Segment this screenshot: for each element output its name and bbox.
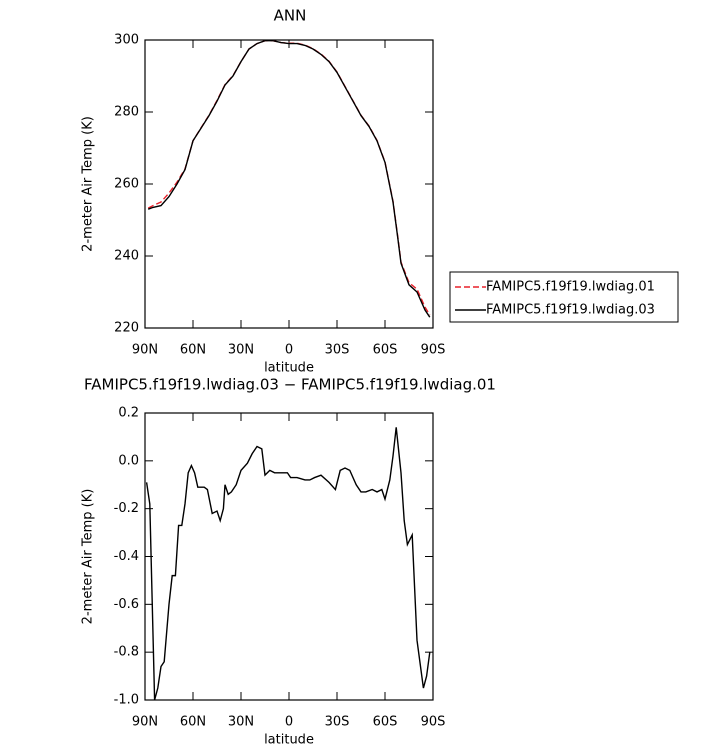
y-tick-label: -1.0 bbox=[114, 693, 139, 708]
plot-frame bbox=[144, 412, 434, 701]
x-tick-label: 90N bbox=[132, 343, 158, 358]
y-tick-label: -0.4 bbox=[114, 549, 139, 564]
x-tick-label: 0 bbox=[285, 343, 293, 358]
y-tick-label: -0.2 bbox=[114, 501, 139, 516]
x-tick-label: 90S bbox=[421, 715, 446, 730]
y-axis-label: 2-meter Air Temp (K) bbox=[81, 489, 96, 625]
chart-title: FAMIPC5.f19f19.lwdiag.03 − FAMIPC5.f19f1… bbox=[84, 376, 496, 394]
chart-title: ANN bbox=[274, 7, 307, 25]
y-tick-label: 0.0 bbox=[118, 453, 139, 468]
x-axis-label: latitude bbox=[264, 733, 314, 748]
x-tick-label: 90N bbox=[132, 715, 158, 730]
y-tick-label: -0.8 bbox=[114, 645, 139, 660]
x-tick-label: 30N bbox=[228, 715, 254, 730]
legend-box bbox=[449, 271, 679, 323]
x-tick-label: 30S bbox=[325, 715, 350, 730]
x-tick-label: 30N bbox=[228, 343, 254, 358]
y-tick-label: 260 bbox=[114, 177, 139, 192]
x-tick-label: 60S bbox=[373, 343, 398, 358]
x-tick-label: 0 bbox=[285, 715, 293, 730]
y-tick-label: 220 bbox=[114, 321, 139, 336]
y-axis-label: 2-meter Air Temp (K) bbox=[81, 116, 96, 252]
x-tick-label: 60N bbox=[180, 343, 206, 358]
legend-label: FAMIPC5.f19f19.lwdiag.01 bbox=[486, 280, 655, 295]
data-line bbox=[145, 427, 431, 701]
x-tick-label: 90S bbox=[421, 343, 446, 358]
series-line bbox=[147, 40, 431, 318]
x-tick-label: 60N bbox=[180, 715, 206, 730]
x-tick-label: 60S bbox=[373, 715, 398, 730]
x-tick-label: 30S bbox=[325, 343, 350, 358]
y-tick-label: 300 bbox=[114, 33, 139, 48]
y-tick-label: -0.6 bbox=[114, 597, 139, 612]
legend-label: FAMIPC5.f19f19.lwdiag.03 bbox=[486, 303, 655, 318]
y-tick-label: 0.2 bbox=[118, 406, 139, 421]
x-axis-label: latitude bbox=[264, 361, 314, 376]
y-tick-label: 240 bbox=[114, 249, 139, 264]
y-tick-label: 280 bbox=[114, 105, 139, 120]
